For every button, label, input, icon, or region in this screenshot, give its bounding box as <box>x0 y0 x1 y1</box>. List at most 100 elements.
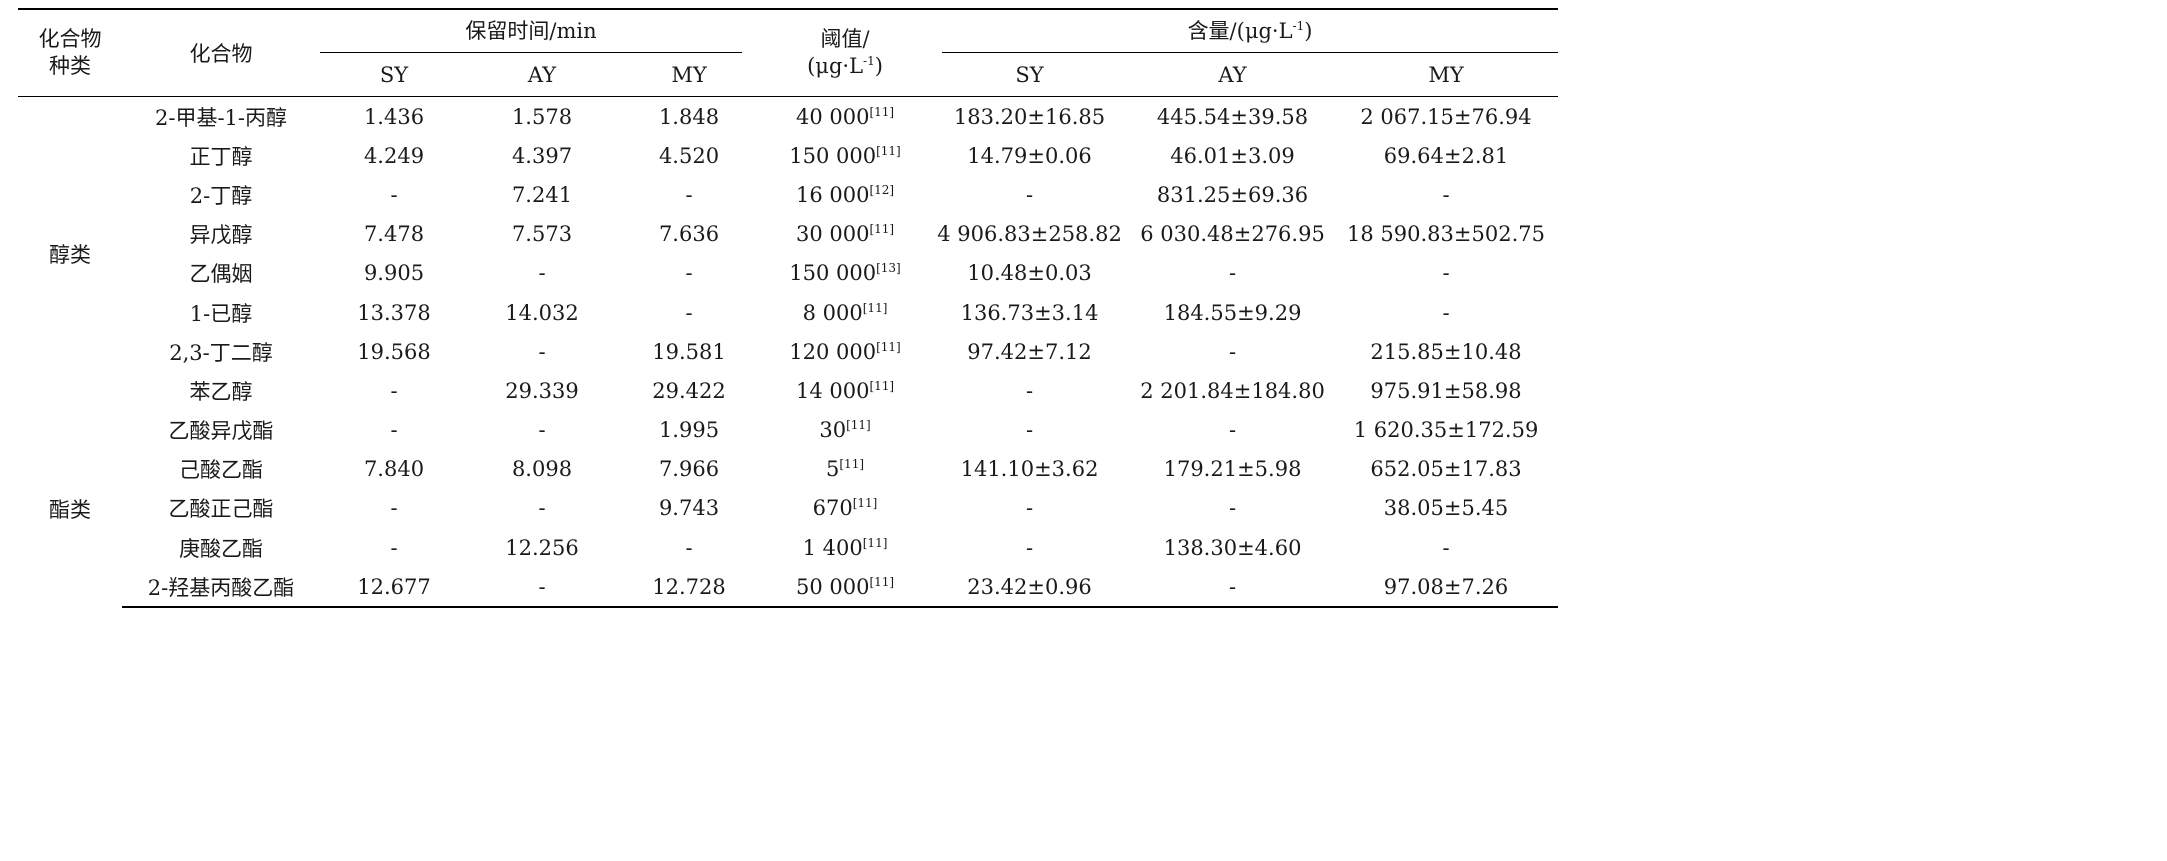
content-cell: 6 030.48±276.95 <box>1140 222 1325 247</box>
threshold-cell: 14 000[11] <box>762 371 928 410</box>
reference-marker: [11] <box>862 300 888 315</box>
content-cell: - <box>1442 182 1450 207</box>
content-cell: - <box>1442 300 1450 325</box>
content-cell: 38.05±5.45 <box>1383 496 1509 521</box>
compound-name-cell: 庚酸乙酯 <box>179 536 263 561</box>
content-cell: 2 067.15±76.94 <box>1360 104 1532 129</box>
threshold-value: 8 000 <box>802 300 863 325</box>
content-cell: 179.21±5.98 <box>1163 457 1302 482</box>
content-cell: 69.64±2.81 <box>1383 143 1509 168</box>
header-retention-group: 保留时间/min <box>320 9 762 53</box>
retention-time-cell: 14.032 <box>505 300 579 325</box>
content-cell: 4 906.83±258.82 <box>937 222 1122 247</box>
retention-time-cell: - <box>390 378 398 403</box>
table-row: 2-羟基丙酸乙酯 12.677-12.728 50 000[11] 23.42±0.9… <box>18 567 1559 609</box>
content-cell: - <box>1228 496 1237 521</box>
content-cell: 23.42±0.96 <box>928 567 1132 609</box>
retention-time-cell: - <box>538 496 546 521</box>
header-content-ay: AY <box>1131 53 1335 97</box>
threshold-cell: 8 000[11] <box>762 293 928 332</box>
retention-time-cell: - <box>685 182 693 207</box>
reference-marker: [11] <box>846 418 871 433</box>
compound-name-cell: 乙酸异戊酯 <box>168 419 274 444</box>
content-cell: 46.01±3.09 <box>1170 143 1295 168</box>
header-rt-ay: AY <box>468 53 616 97</box>
threshold-cell: 150 000[13] <box>762 254 928 293</box>
threshold-value: 30 000 <box>795 222 870 247</box>
retention-time-cell: 12.677 <box>320 567 468 609</box>
data-table: 化合物 种类 化合物 保留时间/min 阈值/ (μg·L-1) 含量/(μg·… <box>18 8 1559 609</box>
table-row: 己酸乙酯 7.840 8.098 7.966 5[11] 141.10±3.62 179.2… <box>18 450 1558 489</box>
retention-time-cell: 7.241 <box>511 182 573 207</box>
retention-time-cell: 9.905 <box>363 261 425 286</box>
compound-name-cell: 己酸乙酯 <box>179 458 263 483</box>
table-row: 酯类 乙酸异戊酯 - -1.995 30[11] - -1 620.35±172.59 <box>18 411 1558 522</box>
content-cell: - <box>1442 261 1450 286</box>
reference-marker: [11] <box>876 143 901 158</box>
reference-marker: [11] <box>869 378 895 393</box>
header-threshold: 阈值/ (μg·L-1) <box>762 9 929 97</box>
header-category-line2: 种类 <box>49 54 91 78</box>
retention-time-cell: 12.728 <box>616 567 763 609</box>
header-rt-my: MY <box>616 53 763 97</box>
threshold-value: 30 <box>819 418 847 443</box>
retention-time-cell: - <box>685 261 693 286</box>
content-cell: 831.25±69.36 <box>1156 182 1309 207</box>
content-cell: 141.10±3.62 <box>960 457 1099 482</box>
content-cell: 975.91±58.98 <box>1370 378 1522 403</box>
content-cell: 10.48±0.03 <box>967 261 1092 286</box>
threshold-cell: 30[11] <box>762 411 928 450</box>
retention-time-cell: 7.573 <box>511 222 573 247</box>
threshold-cell: 150 000[11] <box>762 136 928 175</box>
retention-time-cell: 4.249 <box>363 143 425 168</box>
table-row: 异戊醇 7.478 7.573 7.636 30 000[11] 4 906.83±258… <box>18 215 1558 254</box>
content-cell: - <box>1131 567 1335 609</box>
threshold-value: 150 000 <box>789 261 877 286</box>
category-cell: 醇类 <box>49 242 91 267</box>
retention-time-cell: - <box>468 567 616 609</box>
table-row: 乙酸正己酯 - - 9.743 670[11] - - 38.05±5.45 <box>18 489 1558 528</box>
retention-time-cell: - <box>538 418 546 443</box>
retention-time-cell: 13.378 <box>357 300 431 325</box>
retention-time-cell: - <box>390 418 398 443</box>
content-cell: - <box>1025 418 1034 443</box>
retention-time-cell: - <box>538 261 546 286</box>
header-content-label: 含量/(μg·L-1) <box>942 10 1559 53</box>
retention-time-cell: - <box>390 535 398 560</box>
threshold-cell: 40 000[11] <box>762 97 928 137</box>
content-cell: 184.55±9.29 <box>1163 300 1302 325</box>
threshold-value: 1 400 <box>802 535 863 560</box>
retention-time-cell: 29.422 <box>652 378 726 403</box>
table-row: 1-已醇 13.378 14.032 - 8 000[11] 136.73±3.14 184… <box>18 293 1558 332</box>
content-cell: 138.30±4.60 <box>1163 535 1302 560</box>
retention-time-cell: - <box>685 300 693 325</box>
retention-time-cell: 7.478 <box>363 222 425 247</box>
table-row: 正丁醇 4.249 4.397 4.520 150 000[11] 14.79±0.06 4… <box>18 136 1558 175</box>
retention-time-cell: 1.436 <box>363 104 425 129</box>
reference-marker: [13] <box>876 261 901 276</box>
retention-time-cell: 7.840 <box>363 457 425 482</box>
content-cell: - <box>1442 535 1450 560</box>
header-compound: 化合物 <box>122 9 320 97</box>
compound-name-cell: 2-甲基-1-丙醇 <box>154 105 287 130</box>
compound-name-cell: 正丁醇 <box>189 144 253 169</box>
threshold-cell: 120 000[11] <box>762 332 928 371</box>
table-body: 醇类 2-甲基-1-丙醇 1.436 1.578 1.848 40 000[11] 183.… <box>18 97 1559 609</box>
reference-marker: [11] <box>852 496 878 511</box>
content-cell: 183.20±16.85 <box>953 104 1106 129</box>
content-cell: 445.54±39.58 <box>1156 104 1309 129</box>
threshold-value: 5 <box>826 457 840 482</box>
retention-time-cell: - <box>685 535 693 560</box>
retention-time-cell: 7.966 <box>658 457 720 482</box>
retention-time-cell: 4.520 <box>658 143 720 168</box>
retention-time-cell: - <box>390 182 398 207</box>
category-cell: 酯类 <box>49 497 91 522</box>
reference-marker: [11] <box>869 104 895 119</box>
content-cell: - <box>1228 339 1237 364</box>
header-retention-label: 保留时间/min <box>320 10 743 53</box>
content-cell: 1 620.35±172.59 <box>1353 418 1539 443</box>
compound-name-cell: 异戊醇 <box>189 223 253 248</box>
content-cell: - <box>1025 182 1034 207</box>
content-cell: 2 201.84±184.80 <box>1140 378 1325 403</box>
retention-time-cell: - <box>390 496 398 521</box>
